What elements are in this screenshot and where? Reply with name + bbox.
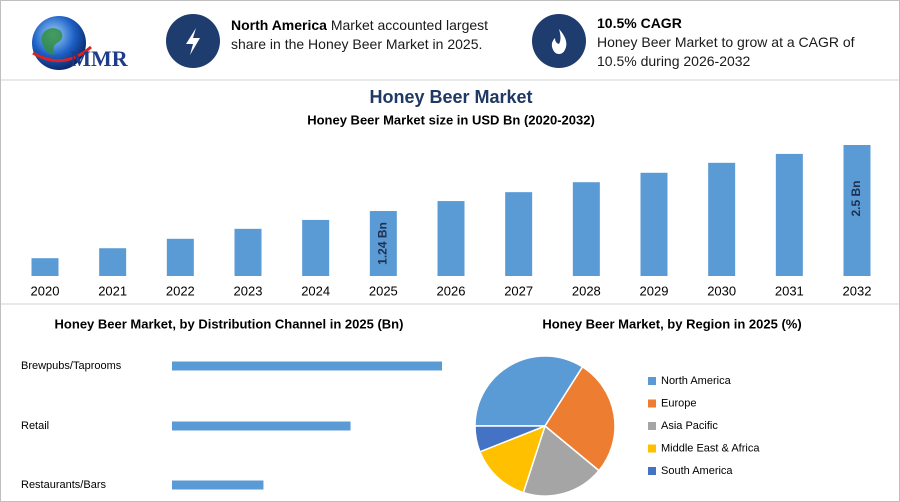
category-label: Retail — [21, 420, 49, 432]
legend-swatch — [648, 399, 656, 408]
highlight-title: North America — [231, 17, 327, 33]
chart-title: Honey Beer Market — [369, 87, 532, 107]
chart-title: Honey Beer Market, by Region in 2025 (%) — [542, 316, 801, 331]
legend-label: Asia Pacific — [661, 420, 718, 432]
value-label: 2.5 Bn — [849, 180, 863, 216]
legend-label: South America — [661, 465, 733, 477]
category-label: Restaurants/Bars — [21, 479, 106, 491]
bar — [172, 421, 351, 431]
bar — [172, 480, 264, 490]
pie-slice — [474, 425, 546, 453]
x-tick-label: 2025 — [369, 283, 398, 298]
x-tick-label: 2029 — [640, 283, 669, 298]
bar — [708, 162, 736, 276]
x-tick-label: 2030 — [707, 283, 736, 298]
bar — [369, 211, 397, 276]
x-tick-label: 2023 — [234, 283, 263, 298]
x-tick-label: 2031 — [775, 283, 804, 298]
pie-slice — [522, 424, 600, 497]
highlight: North America Market accounted largest s… — [231, 16, 516, 54]
x-tick-label: 2026 — [437, 283, 466, 298]
x-tick-label: 2028 — [572, 283, 601, 298]
logo: MMR — [32, 16, 129, 71]
flame-icon — [551, 29, 567, 54]
legend-swatch — [648, 444, 656, 453]
highlight-title: 10.5% CAGR — [597, 15, 682, 31]
bar — [302, 219, 330, 276]
bar — [437, 201, 465, 276]
chart-title: Honey Beer Market, by Distribution Chann… — [55, 316, 404, 331]
pie-slice — [478, 424, 547, 494]
legend-label: North America — [661, 375, 732, 387]
highlight-text: Market accounted largest share in the Ho… — [231, 17, 489, 52]
highlight: 10.5% CAGR Honey Beer Market to grow at a… — [597, 14, 862, 71]
legend-label: Europe — [661, 397, 696, 409]
legend-swatch — [648, 467, 656, 475]
x-tick-label: 2032 — [843, 283, 872, 298]
legend-swatch — [648, 377, 656, 385]
x-tick-label: 2021 — [98, 283, 127, 298]
x-tick-label: 2020 — [31, 283, 60, 298]
x-tick-label: 2024 — [301, 283, 330, 298]
pie-slice — [544, 365, 616, 472]
bolt-icon — [186, 28, 200, 55]
bar — [640, 172, 668, 276]
bar — [505, 192, 533, 276]
legend-label: Middle East & Africa — [661, 442, 760, 454]
category-label: Brewpubs/Taprooms — [21, 360, 122, 372]
highlight-text: Honey Beer Market to grow at a CAGR of 1… — [597, 34, 855, 69]
chart-subtitle: Honey Beer Market size in USD Bn (2020-2… — [307, 112, 595, 127]
bar — [172, 361, 442, 371]
bar — [99, 248, 127, 276]
bar — [572, 182, 600, 276]
icon-circle — [532, 14, 586, 68]
bar — [843, 145, 871, 276]
logo-text: MMR — [70, 46, 129, 71]
bar — [166, 238, 194, 276]
bar — [31, 258, 59, 276]
bar — [775, 153, 803, 276]
value-label: 1.24 Bn — [376, 222, 390, 265]
x-tick-label: 2027 — [504, 283, 533, 298]
x-tick-label: 2022 — [166, 283, 195, 298]
bar — [234, 228, 262, 276]
legend-swatch — [648, 422, 656, 430]
